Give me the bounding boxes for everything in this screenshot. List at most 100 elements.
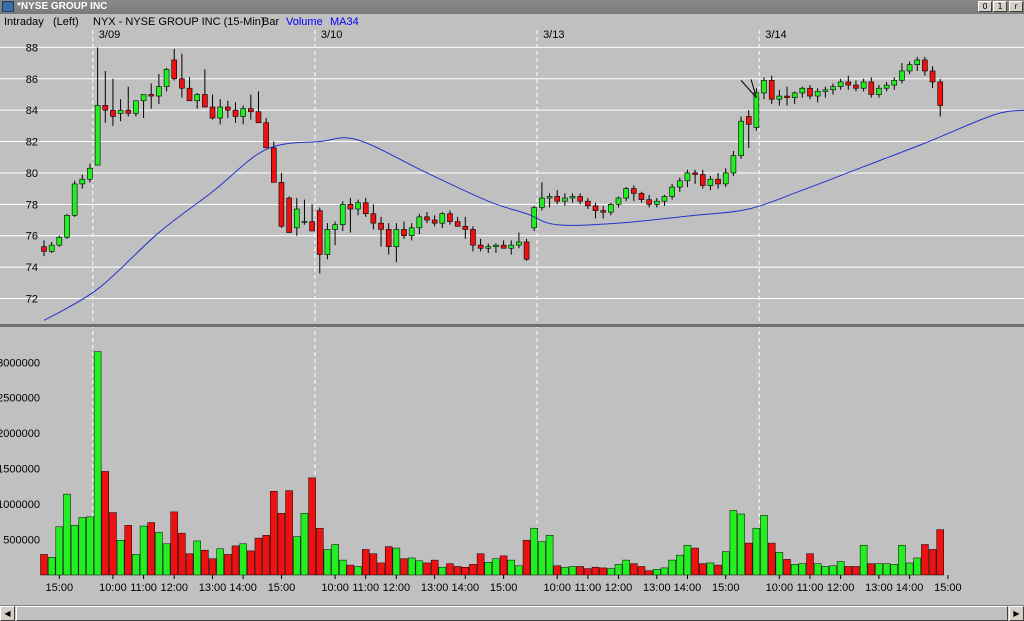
price-gridlines xyxy=(0,46,1024,299)
candle-body xyxy=(171,59,178,80)
candle-body xyxy=(722,172,729,185)
candle-body xyxy=(424,216,430,221)
volume-bar xyxy=(415,560,424,576)
candle-body xyxy=(646,199,652,205)
candle-body xyxy=(684,172,691,182)
volume-bar xyxy=(844,566,853,576)
close-button[interactable]: r xyxy=(1009,1,1023,12)
volume-bar xyxy=(813,563,822,576)
volume-bar xyxy=(369,553,378,576)
scroll-thumb[interactable] xyxy=(16,606,1008,621)
time-tick-label: 14:00 xyxy=(452,582,480,594)
price-volume-chart[interactable]: 72 74 76 78 80 82 84 86 88 500000 1000000 1500000 2… xyxy=(0,30,1024,605)
ma-study-label[interactable]: MA34 xyxy=(330,16,359,28)
volume-bar xyxy=(714,564,722,576)
volume-bar xyxy=(928,549,937,576)
candle-body xyxy=(194,94,200,102)
price-tick-label: 86 xyxy=(26,74,38,86)
volume-bar xyxy=(790,564,799,576)
time-tick-label: 12:00 xyxy=(383,582,411,594)
window-titlebar: *NYSE GROUP INC 0 1 r xyxy=(0,0,1024,14)
candle-body xyxy=(830,86,836,91)
candle-body xyxy=(278,182,285,227)
maximize-button[interactable]: 1 xyxy=(993,1,1007,12)
candle-body xyxy=(791,92,798,98)
candle-body xyxy=(914,59,921,65)
candle-body xyxy=(753,92,760,128)
axis-side-label: (Left) xyxy=(53,16,79,28)
candle-body xyxy=(500,244,507,249)
time-axis: 15:00 10:00 11:00 12:00 13:00 14:00 15:00 10:00… xyxy=(46,575,962,594)
candle-body xyxy=(523,241,530,260)
volume-bar xyxy=(553,565,561,576)
candle-body xyxy=(301,221,308,223)
candle-body xyxy=(71,183,78,216)
horizontal-scrollbar[interactable]: ◀ ▶ xyxy=(0,605,1024,621)
time-tick-label: 14:00 xyxy=(674,582,702,594)
candle-body xyxy=(730,155,737,174)
candle-body xyxy=(562,197,568,202)
time-tick-label: 10:00 xyxy=(543,582,571,594)
volume-bar xyxy=(936,529,944,576)
candle-body xyxy=(347,204,354,210)
candle-body xyxy=(883,84,890,89)
chart-style-label[interactable]: Bar xyxy=(262,16,280,28)
volume-bar xyxy=(783,559,791,576)
volume-bar xyxy=(637,566,646,576)
volume-study-label[interactable]: Volume xyxy=(286,16,323,28)
candle-body xyxy=(332,224,338,230)
scroll-right-button[interactable]: ▶ xyxy=(1009,606,1024,621)
candle-body xyxy=(516,241,522,246)
volume-bar xyxy=(293,536,301,576)
volume-bar xyxy=(300,513,309,576)
volume-bar xyxy=(898,544,906,576)
candle-body xyxy=(454,221,461,227)
window-title: *NYSE GROUP INC xyxy=(17,1,108,12)
volume-bar xyxy=(308,477,316,576)
volume-bar xyxy=(599,567,607,576)
candle-body xyxy=(48,244,55,252)
time-tick-label: 12:00 xyxy=(605,582,633,594)
price-tick-label: 80 xyxy=(26,168,38,180)
volume-tick-label: 3000000 xyxy=(0,357,40,369)
candle-body xyxy=(156,86,162,97)
candle-body xyxy=(822,89,829,92)
candle-body xyxy=(370,213,377,224)
candle-body xyxy=(569,196,576,199)
time-tick-label: 13:00 xyxy=(199,582,227,594)
volume-bar xyxy=(47,557,56,576)
candle-body xyxy=(378,222,384,230)
time-tick-label: 15:00 xyxy=(46,582,74,594)
time-tick-label: 13:00 xyxy=(421,582,449,594)
candle-body xyxy=(125,109,132,114)
volume-tick-label: 1500000 xyxy=(0,464,40,476)
volume-bar xyxy=(239,543,247,576)
candle-body xyxy=(707,178,714,186)
volume-bar xyxy=(476,553,485,576)
pane-divider[interactable] xyxy=(0,324,1024,327)
symbol-description[interactable]: NYX - NYSE GROUP INC (15-Min) xyxy=(93,16,265,28)
candle-body xyxy=(638,193,645,200)
volume-bar xyxy=(469,564,477,576)
volume-bar xyxy=(760,515,768,576)
candle-body xyxy=(102,105,109,111)
volume-bars xyxy=(40,351,944,576)
ma34-line xyxy=(43,109,1024,321)
candle-body xyxy=(814,91,821,97)
chart-mode-label[interactable]: Intraday xyxy=(4,16,44,28)
volume-bar xyxy=(522,540,531,576)
time-tick-label: 11:00 xyxy=(130,582,157,594)
volume-bar xyxy=(70,525,79,576)
scroll-left-button[interactable]: ◀ xyxy=(0,606,15,621)
volume-bar xyxy=(921,544,929,576)
maximize-icon: 1 xyxy=(997,2,1003,11)
candle-body xyxy=(186,87,193,102)
minimize-icon: 0 xyxy=(982,2,988,11)
candle-body xyxy=(439,213,446,224)
candle-body xyxy=(393,229,400,247)
candle-body xyxy=(462,225,469,230)
candle-body xyxy=(493,244,499,247)
candle-body xyxy=(653,200,660,205)
minimize-button[interactable]: 0 xyxy=(978,1,992,12)
volume-bar xyxy=(676,554,684,576)
